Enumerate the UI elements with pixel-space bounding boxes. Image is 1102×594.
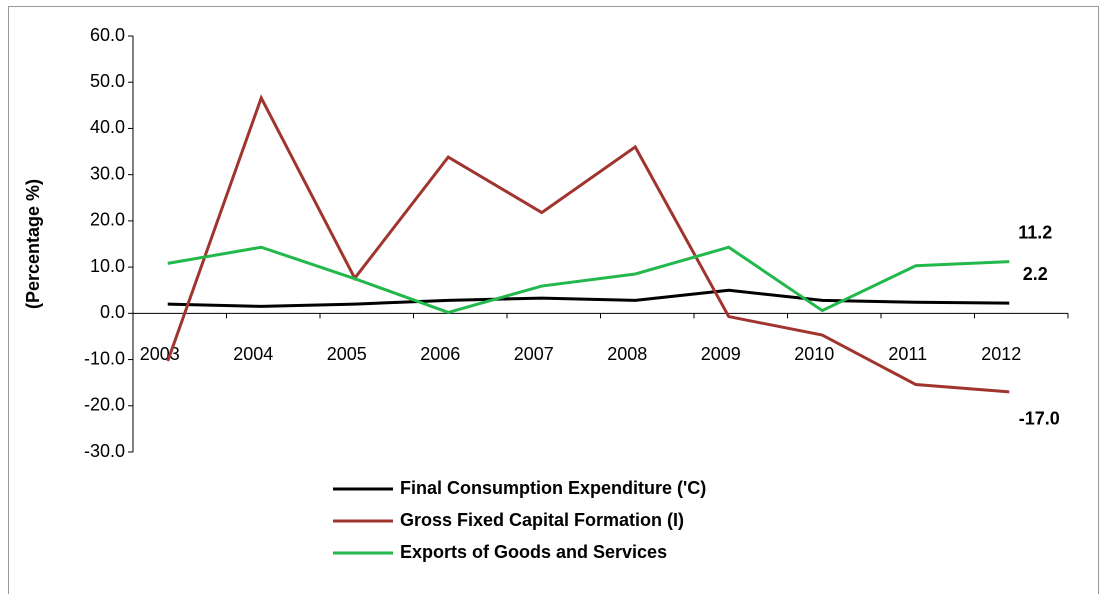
data-label: 2.2 [1023,264,1048,284]
series-line [167,245,1010,314]
legend-label: Gross Fixed Capital Formation (I) [400,510,684,530]
x-tick-label: 2008 [607,344,647,364]
data-label: 11.2 [1018,222,1052,242]
y-tick-label: 10.0 [90,256,125,276]
y-tick-label: -10.0 [84,348,125,368]
series-line [167,288,1010,308]
y-tick-label: 30.0 [90,163,125,183]
y-tick-label: -20.0 [84,395,125,415]
series-line [166,94,1010,394]
x-tick-label: 2004 [233,344,273,364]
y-tick-label: 20.0 [90,210,125,230]
x-tick-label: 2009 [701,344,741,364]
x-tick-label: 2006 [420,344,460,364]
legend-label: Final Consumption Expenditure ('C) [400,478,706,498]
x-tick-label: 2005 [327,344,367,364]
x-tick-label: 2007 [514,344,554,364]
y-tick-label: -30.0 [84,441,125,461]
chart-frame [8,6,1099,594]
y-tick-label: 60.0 [90,25,125,45]
data-label: -17.0 [1019,409,1060,429]
x-tick-label: 2011 [888,344,927,364]
y-tick-label: 50.0 [90,71,125,91]
y-tick-label: 0.0 [100,302,125,322]
x-tick-label: 2010 [794,344,834,364]
y-axis-label: (Percentage %) [23,179,43,309]
x-tick-label: 2012 [981,344,1021,364]
legend-label: Exports of Goods and Services [400,542,667,562]
y-tick-label: 40.0 [90,117,125,137]
